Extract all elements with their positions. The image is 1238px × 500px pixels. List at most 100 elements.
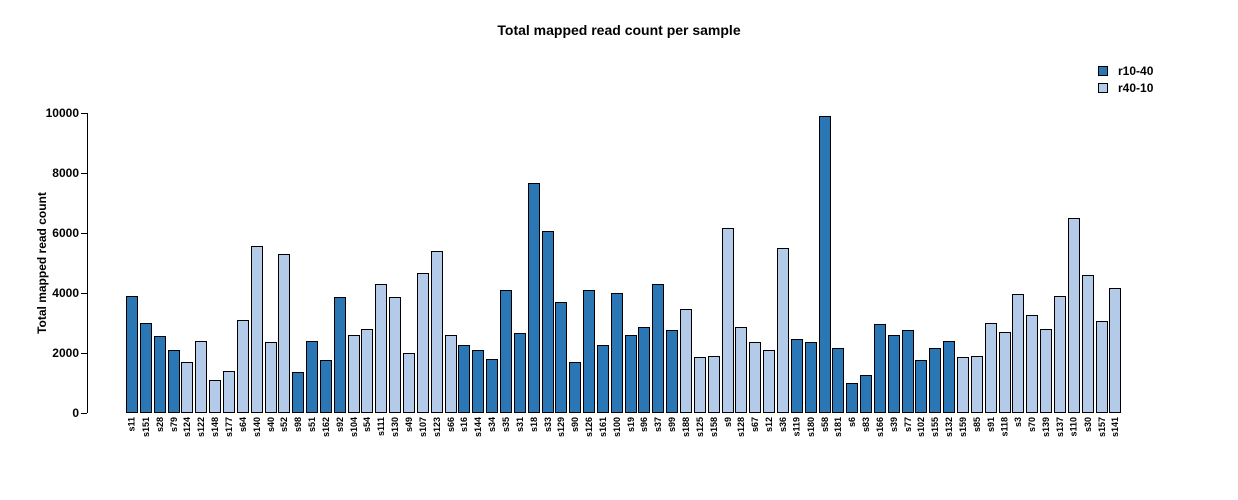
x-label-s188: s188: [681, 417, 691, 438]
x-label-s159: s159: [958, 417, 968, 438]
x-label-s140: s140: [252, 417, 262, 438]
bar-s79: [168, 350, 180, 413]
chart-title: Total mapped read count per sample: [497, 22, 741, 38]
y-tick-6000: [81, 232, 87, 234]
bar-s158: [708, 356, 720, 413]
x-label-s36: s36: [778, 417, 788, 433]
x-label-s132: s132: [944, 417, 954, 438]
bar-s12: [763, 350, 775, 413]
bar-s166: [874, 324, 886, 413]
bar-s118: [999, 332, 1011, 413]
x-label-s31: s31: [515, 417, 525, 433]
x-label-s158: s158: [709, 417, 719, 438]
bar-s3: [1012, 294, 1024, 413]
bar-s107: [417, 273, 429, 413]
x-label-s102: s102: [916, 417, 926, 438]
bar-s58: [819, 116, 831, 413]
x-label-s16: s16: [459, 417, 469, 433]
x-label-s33: s33: [543, 417, 553, 433]
x-label-s180: s180: [806, 417, 816, 438]
legend-item-r40-10: r40-10: [1098, 79, 1153, 96]
bar-s177: [223, 371, 235, 413]
x-label-s110: s110: [1069, 417, 1079, 437]
bar-s151: [140, 323, 152, 413]
bar-s85: [971, 356, 983, 413]
bar-s104: [348, 335, 360, 413]
bar-s100: [611, 293, 623, 413]
y-tick-2000: [81, 352, 87, 354]
x-label-s129: s129: [556, 417, 566, 438]
x-label-s51: s51: [307, 417, 317, 433]
bar-s102: [915, 360, 927, 413]
bar-s18: [528, 183, 540, 413]
bar-s119: [791, 339, 803, 413]
x-label-s28: s28: [155, 417, 165, 433]
x-label-s18: s18: [529, 417, 539, 433]
x-label-s123: s123: [432, 417, 442, 438]
bar-s33: [542, 231, 554, 413]
y-tick-label-2000: 2000: [52, 346, 79, 360]
y-tick-label-6000: 6000: [52, 226, 79, 240]
x-label-s12: s12: [764, 417, 774, 433]
x-label-s92: s92: [335, 417, 345, 433]
legend-item-r10-40: r10-40: [1098, 62, 1153, 79]
legend-label-r10-40: r10-40: [1118, 63, 1154, 78]
x-label-s11: s11: [127, 417, 137, 432]
bar-s98: [292, 372, 304, 413]
bar-s188: [680, 309, 692, 413]
x-label-s3: s3: [1013, 417, 1023, 428]
x-label-s98: s98: [293, 417, 303, 433]
x-label-s166: s166: [875, 417, 885, 438]
bar-s11: [126, 296, 138, 413]
x-label-s64: s64: [238, 417, 248, 433]
y-tick-label-8000: 8000: [52, 166, 79, 180]
bar-s35: [500, 290, 512, 413]
x-label-s30: s30: [1083, 417, 1093, 433]
x-label-s162: s162: [321, 417, 331, 438]
bar-s92: [334, 297, 346, 413]
x-label-s104: s104: [349, 417, 359, 438]
x-label-s181: s181: [833, 417, 843, 438]
bar-s52: [278, 254, 290, 413]
bar-s99: [666, 330, 678, 413]
x-label-s161: s161: [598, 417, 608, 438]
bar-s122: [195, 341, 207, 413]
bar-s64: [237, 320, 249, 413]
x-label-s77: s77: [903, 417, 913, 433]
bar-s126: [583, 290, 595, 413]
x-label-s151: s151: [141, 417, 151, 438]
bar-s128: [735, 327, 747, 413]
x-label-s79: s79: [169, 417, 179, 433]
y-tick-8000: [81, 172, 87, 174]
bar-s9: [722, 228, 734, 413]
bar-s144: [472, 350, 484, 413]
bar-s96: [638, 327, 650, 413]
x-label-s52: s52: [279, 417, 289, 433]
x-label-s90: s90: [570, 417, 580, 433]
bar-s130: [389, 297, 401, 413]
bar-s36: [777, 248, 789, 413]
legend-label-r40-10: r40-10: [1118, 80, 1154, 95]
bar-s91: [985, 323, 997, 413]
bar-s83: [860, 375, 872, 413]
bar-s123: [431, 251, 443, 413]
bar-s19: [625, 335, 637, 413]
x-label-s66: s66: [446, 417, 456, 433]
bar-s90: [569, 362, 581, 413]
x-label-s155: s155: [930, 417, 940, 438]
x-label-s70: s70: [1027, 417, 1037, 433]
bar-s139: [1040, 329, 1052, 413]
bar-s40: [265, 342, 277, 413]
x-label-s100: s100: [612, 417, 622, 438]
x-label-s118: s118: [1000, 417, 1010, 437]
x-label-s137: s137: [1055, 417, 1065, 438]
y-tick-label-4000: 4000: [52, 286, 79, 300]
x-label-s124: s124: [182, 417, 192, 438]
x-label-s58: s58: [820, 417, 830, 433]
x-label-s40: s40: [266, 417, 276, 433]
bar-s155: [929, 348, 941, 413]
bar-s162: [320, 360, 332, 413]
x-label-s111: s111: [376, 417, 386, 437]
y-tick-label-10000: 10000: [45, 106, 79, 120]
